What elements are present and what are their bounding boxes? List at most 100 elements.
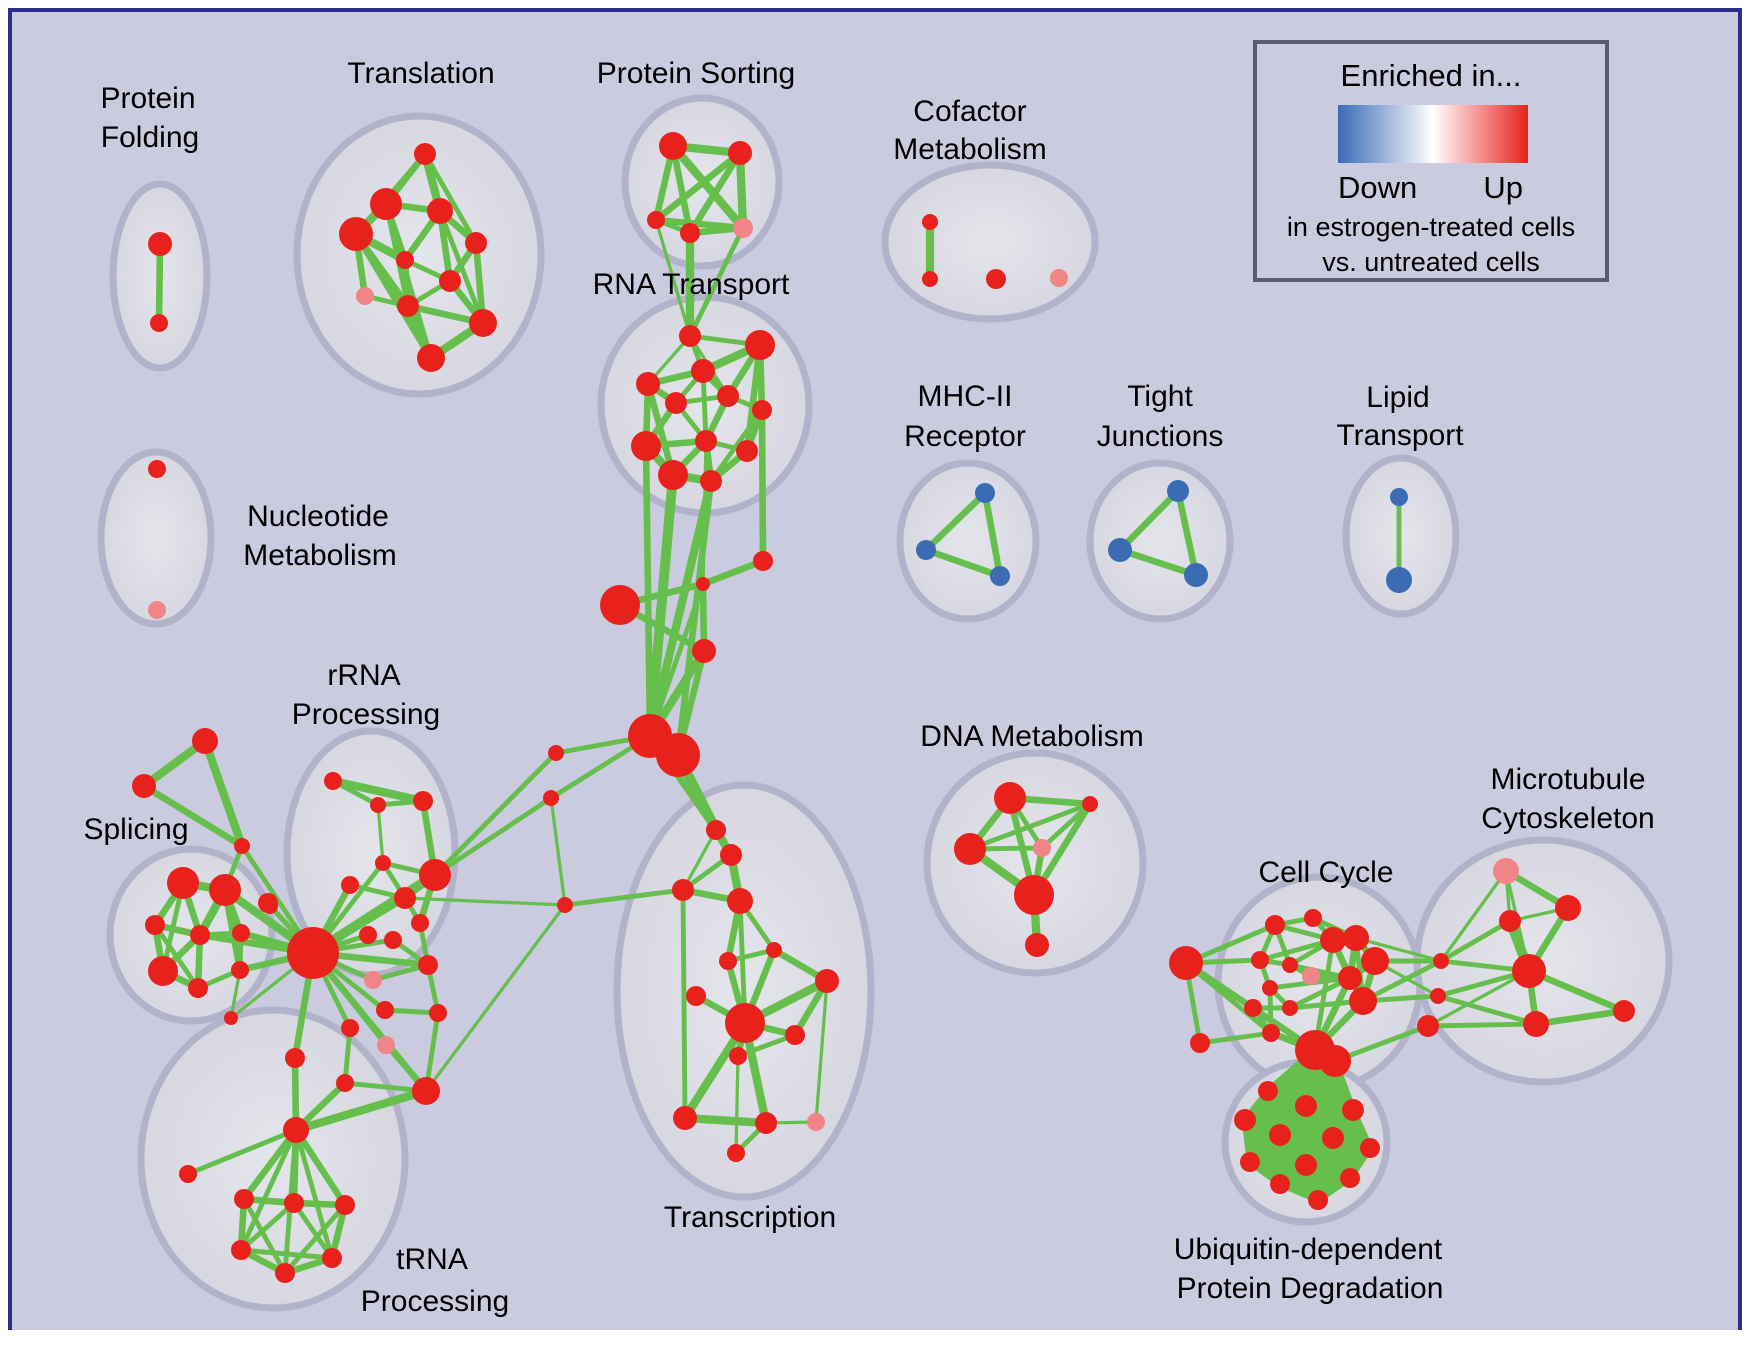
node-c4	[692, 639, 716, 663]
edge-st1-st3	[201, 739, 246, 848]
node-u9	[1295, 1154, 1317, 1176]
node-cc7	[1302, 967, 1320, 985]
legend-caption-line2: vs. untreated cells	[1322, 247, 1540, 277]
edge-cc2-cc11	[1199, 1030, 1272, 1046]
node-t4	[339, 217, 373, 251]
node-s2	[209, 874, 241, 906]
node-rd	[375, 855, 391, 871]
node-s5	[232, 924, 250, 942]
node-rf	[341, 876, 359, 894]
node-c6	[656, 733, 700, 777]
cluster-nucleotide-metabolism-label: Metabolism	[243, 539, 396, 572]
node-m1	[975, 483, 995, 503]
cluster-rrna-processing-label: rRNA	[327, 659, 400, 692]
cluster-splicing-label: Splicing	[83, 813, 188, 846]
edge-tn5-tn8	[283, 1203, 347, 1275]
node-cc3	[1265, 915, 1285, 935]
edge-m2-m3	[924, 546, 1002, 580]
node-cm3	[986, 269, 1006, 289]
node-r10	[736, 440, 758, 462]
node-c7	[548, 745, 564, 761]
node-r1	[679, 325, 701, 347]
node-t5	[465, 232, 487, 254]
edge-cc13-cc19	[1355, 936, 1442, 963]
cluster-lipid-transport-label: Transport	[1336, 419, 1464, 452]
node-s6	[148, 956, 178, 986]
edge-cc19-mt1	[1439, 870, 1508, 962]
node-t1	[414, 143, 436, 165]
node-ry	[336, 1074, 354, 1092]
node-x6	[719, 952, 737, 970]
node-x2	[720, 844, 742, 866]
legend-up-label: Up	[1483, 170, 1523, 205]
edge-c7-re	[433, 751, 558, 877]
node-c3	[600, 585, 640, 625]
edge-m1-m2	[923, 490, 988, 553]
edge-tn3-tn8	[241, 1197, 288, 1275]
node-x7	[686, 986, 706, 1006]
cluster-dna-metabolism-label: DNA Metabolism	[920, 720, 1143, 753]
node-cc8	[1262, 980, 1278, 996]
node-tn1	[283, 1117, 309, 1143]
node-mt3	[1555, 895, 1581, 921]
node-mt5	[1523, 1011, 1549, 1037]
node-s4	[190, 925, 210, 945]
figure-canvas: Protein Folding Translation Protein Sorting…	[8, 8, 1742, 1330]
node-ps5	[733, 218, 753, 238]
edge-ps2-ps4	[687, 151, 743, 235]
node-t9	[397, 295, 419, 317]
node-cc1	[1169, 946, 1203, 980]
node-s7	[188, 978, 208, 998]
cluster-microtubule-cytoskeleton-label: Cytoskeleton	[1481, 802, 1654, 835]
node-s1	[167, 867, 199, 899]
cluster-rrna-processing-label: Processing	[292, 698, 440, 731]
node-x13	[755, 1112, 777, 1134]
node-rh	[287, 927, 339, 979]
node-ru	[341, 1019, 359, 1037]
node-cc2	[1190, 1033, 1210, 1053]
cluster-lipid-transport-label: Lipid	[1366, 381, 1429, 414]
node-cc13	[1343, 925, 1369, 951]
node-s3	[145, 915, 165, 935]
node-t11	[417, 344, 445, 372]
cluster-protein-folding-label: Folding	[101, 121, 199, 154]
cluster-microtubule-cytoskeleton-label: Microtubule	[1490, 763, 1645, 796]
edge-c9-x3	[564, 887, 684, 908]
node-n2	[148, 601, 166, 619]
edge-tn4-tn6	[239, 1201, 296, 1252]
cluster-mhc-ii-receptor-ellipse	[896, 459, 1040, 623]
node-t6	[396, 251, 414, 269]
cluster-ubiquitin-dependent-protein-degradation-label: Protein Degradation	[1177, 1272, 1444, 1305]
cluster-translation-label: Translation	[347, 57, 494, 90]
legend-down-label: Down	[1338, 170, 1418, 205]
edge-tn1-tn2	[187, 1127, 297, 1177]
node-rz	[412, 1077, 440, 1105]
node-d5	[1014, 875, 1054, 915]
node-cc14	[1361, 947, 1389, 975]
edge-r2-r10	[743, 344, 764, 452]
node-rb	[370, 797, 386, 813]
cluster-cofactor-metabolism-label: Cofactor	[913, 95, 1026, 128]
node-t8	[356, 287, 374, 305]
edge-ru-ry	[342, 1027, 353, 1084]
legend-caption-line1: in estrogen-treated cells	[1286, 212, 1576, 242]
node-cc6	[1282, 957, 1298, 973]
node-t7	[439, 270, 461, 292]
edge-ps2-ps3	[653, 150, 743, 223]
edge-r9-c5	[642, 445, 654, 737]
node-r8	[695, 430, 717, 452]
edge-rz-rh	[310, 950, 429, 1094]
edge-ps1-ps4	[669, 145, 694, 234]
node-x11	[729, 1047, 747, 1065]
node-d4	[1033, 839, 1051, 857]
edge-ra-rc	[332, 776, 424, 806]
node-x3	[672, 879, 694, 901]
node-pf1	[148, 232, 172, 256]
node-st3	[234, 838, 250, 854]
node-r11	[658, 460, 688, 490]
node-cm1	[922, 214, 938, 230]
node-mt1	[1493, 858, 1519, 884]
node-ra	[324, 772, 342, 790]
node-rs	[418, 955, 438, 975]
node-x10	[785, 1025, 805, 1045]
